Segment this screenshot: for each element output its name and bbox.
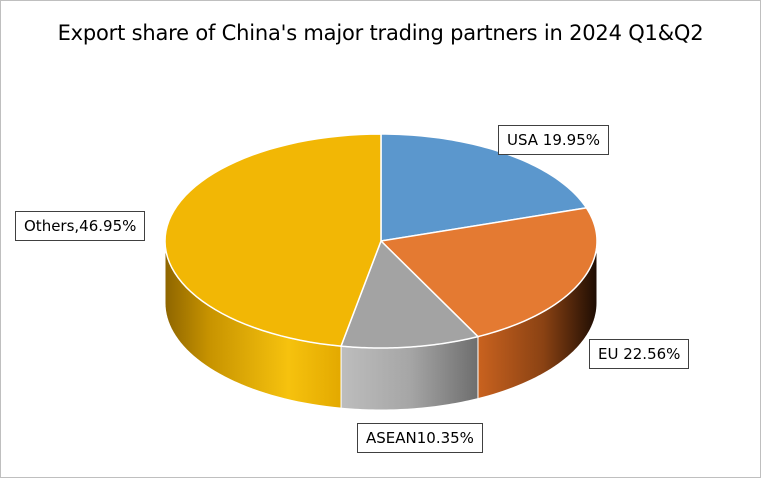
data-label-asean: ASEAN10.35% [357, 423, 483, 453]
data-label-eu: EU 22.56% [589, 339, 690, 369]
pie-slice-eu [379, 207, 598, 338]
pie-slice-asean [339, 239, 480, 349]
data-label-others: Others,46.95% [15, 211, 146, 241]
pie-chart [164, 133, 598, 411]
chart-area: Export share of China's major trading pa… [0, 0, 761, 478]
chart-title: Export share of China's major trading pa… [57, 21, 704, 45]
pie-slice-others [164, 133, 382, 347]
data-label-usa: USA 19.95% [498, 125, 610, 155]
